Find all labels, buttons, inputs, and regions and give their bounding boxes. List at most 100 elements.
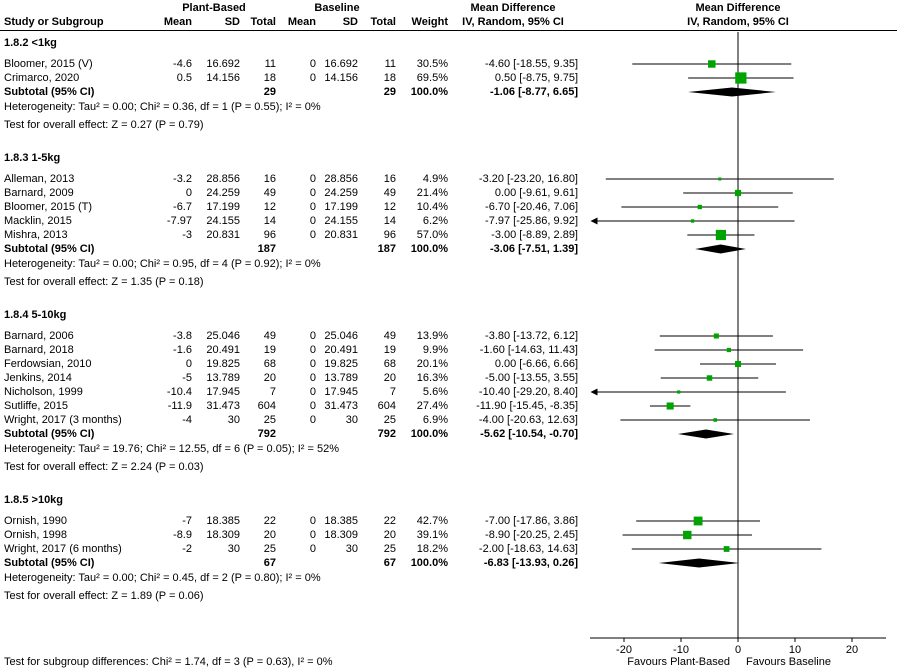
subtotal-row: Subtotal (95% CI) 67 67 100.0% -6.83 [-13.93… — [0, 556, 897, 570]
study-row: Jenkins, 2014 -5 13.789 20 0 13.789 20 16.3% -5.… — [0, 371, 897, 385]
favours-left-label: Favours Plant-Based — [627, 656, 730, 668]
plant-mean: -4.6 — [173, 58, 192, 70]
baseline-total: 604 — [377, 400, 396, 412]
plant-sd: 17.199 — [206, 201, 240, 213]
subtotal-weight: 100.0% — [410, 243, 448, 255]
baseline-sd: 13.789 — [324, 372, 358, 384]
baseline-mean: 0 — [309, 187, 316, 199]
study-name: Barnard, 2018 — [4, 344, 74, 356]
baseline-sd: 28.856 — [324, 173, 358, 185]
overall-effect-text: Test for overall effect: Z = 1.35 (P = 0… — [4, 275, 204, 288]
plant-total: 49 — [263, 187, 276, 199]
plant-sd: 19.825 — [206, 358, 240, 370]
plant-total: 604 — [257, 400, 276, 412]
header-iv-random-ci-plot: IV, Random, 95% CI — [687, 16, 789, 28]
ci-text: -3.00 [-8.89, 2.89] — [491, 229, 578, 241]
ci-text: -4.60 [-18.55, 9.35] — [485, 58, 578, 70]
plant-sd: 17.945 — [206, 386, 240, 398]
study-name: Crimarco, 2020 — [4, 72, 80, 84]
weight-value: 6.9% — [422, 414, 448, 426]
heterogeneity-note: Heterogeneity: Tau² = 0.00; Chi² = 0.95,… — [0, 256, 897, 274]
plant-total: 16 — [263, 173, 276, 185]
header-divider — [0, 30, 897, 31]
subtotal-weight: 100.0% — [410, 428, 448, 440]
subtotal-row: Subtotal (95% CI) 29 29 100.0% -1.06 [-8.77,… — [0, 85, 897, 99]
weight-value: 30.5% — [416, 58, 448, 70]
baseline-mean: 0 — [309, 386, 316, 398]
study-marker — [726, 347, 732, 353]
baseline-sd: 25.046 — [324, 330, 358, 342]
subtotal-row: Subtotal (95% CI) 792 792 100.0% -5.62 [-10.… — [0, 427, 897, 441]
ci-text: -6.70 [-20.46, 7.06] — [485, 201, 578, 213]
plant-sd: 16.692 — [206, 58, 240, 70]
baseline-total: 20 — [383, 372, 396, 384]
plant-mean: -10.4 — [166, 386, 192, 398]
axis-tick-label: -10 — [673, 644, 689, 656]
study-row: Ferdowsian, 2010 0 19.825 68 0 19.825 68 20.1% 0… — [0, 357, 897, 371]
study-name: Barnard, 2006 — [4, 330, 74, 342]
header-plant-total: Total — [250, 16, 276, 28]
study-row: Macklin, 2015 -7.97 24.155 14 0 24.155 14 6.2% -… — [0, 214, 897, 228]
plant-sd: 20.491 — [206, 344, 240, 356]
ci-text: -11.90 [-15.45, -8.35] — [476, 400, 578, 412]
ci-arrow-left — [590, 217, 598, 225]
baseline-sd: 20.491 — [324, 344, 358, 356]
heterogeneity-note: Heterogeneity: Tau² = 19.76; Chi² = 12.5… — [0, 441, 897, 459]
subtotal-plant-total: 67 — [263, 557, 276, 569]
weight-value: 6.2% — [422, 215, 448, 227]
plant-total: 25 — [263, 414, 276, 426]
baseline-sd: 30 — [345, 543, 358, 555]
study-name: Ornish, 1998 — [4, 529, 67, 541]
study-name: Nicholson, 1999 — [4, 386, 83, 398]
study-row: Wright, 2017 (6 months) -2 30 25 0 30 25 18.2% -… — [0, 542, 897, 556]
plant-sd: 25.046 — [206, 330, 240, 342]
baseline-mean: 0 — [309, 229, 316, 241]
overall-effect-text: Test for overall effect: Z = 0.27 (P = 0… — [4, 118, 204, 131]
overall-effect-note: Test for overall effect: Z = 1.35 (P = 0… — [0, 274, 897, 292]
baseline-total: 19 — [383, 344, 396, 356]
heterogeneity-text: Heterogeneity: Tau² = 19.76; Chi² = 12.5… — [4, 443, 339, 455]
header-mean-difference-text: Mean Difference — [470, 2, 556, 14]
ci-arrow-left — [590, 388, 598, 396]
baseline-sd: 14.156 — [324, 72, 358, 84]
plant-sd: 24.259 — [206, 187, 240, 199]
axis-tick-label: 20 — [846, 644, 858, 656]
study-marker — [683, 530, 692, 540]
ci-text: -10.40 [-29.20, 8.40] — [478, 386, 578, 398]
subtotal-weight: 100.0% — [410, 86, 448, 98]
study-row: Sutliffe, 2015 -11.9 31.473 604 0 31.473 604 27… — [0, 399, 897, 413]
subtotal-baseline-total: 187 — [377, 243, 396, 255]
subtotal-diamond — [695, 244, 746, 254]
ci-text: -1.60 [-14.63, 11.43] — [479, 344, 578, 356]
subtotal-row: Subtotal (95% CI) 187 187 100.0% -3.06 [-7.5… — [0, 242, 897, 256]
plant-sd: 20.831 — [206, 229, 240, 241]
baseline-sd: 17.945 — [324, 386, 358, 398]
study-row: Bloomer, 2015 (T) -6.7 17.199 12 0 17.199 12 10… — [0, 200, 897, 214]
study-name: Alleman, 2013 — [4, 173, 75, 185]
baseline-mean: 0 — [309, 215, 316, 227]
plant-mean: 0.5 — [176, 72, 192, 84]
plant-total: 14 — [263, 215, 276, 227]
baseline-mean: 0 — [309, 173, 316, 185]
weight-value: 18.2% — [416, 543, 448, 555]
weight-value: 5.6% — [422, 386, 448, 398]
study-row: Barnard, 2018 -1.6 20.491 19 0 20.491 19 9.9% -1… — [0, 343, 897, 357]
baseline-sd: 30 — [345, 414, 358, 426]
subtotal-ci-text: -5.62 [-10.54, -0.70] — [480, 428, 578, 440]
baseline-total: 12 — [383, 201, 396, 213]
plant-mean: -6.7 — [173, 201, 192, 213]
weight-value: 57.0% — [416, 229, 448, 241]
baseline-sd: 24.155 — [324, 215, 358, 227]
study-row: Nicholson, 1999 -10.4 17.945 7 0 17.945 7 5.6% -… — [0, 385, 897, 399]
study-name: Mishra, 2013 — [4, 229, 68, 241]
baseline-mean: 0 — [309, 330, 316, 342]
study-row: Ornish, 1990 -7 18.385 22 0 18.385 22 42.7% -7.0… — [0, 514, 897, 528]
baseline-mean: 0 — [309, 72, 316, 84]
baseline-mean: 0 — [309, 515, 316, 527]
plant-mean: 0 — [185, 187, 192, 199]
plant-mean: -2 — [182, 543, 192, 555]
header-iv-random-ci-text: IV, Random, 95% CI — [462, 16, 564, 28]
header-baseline-total: Total — [370, 16, 396, 28]
